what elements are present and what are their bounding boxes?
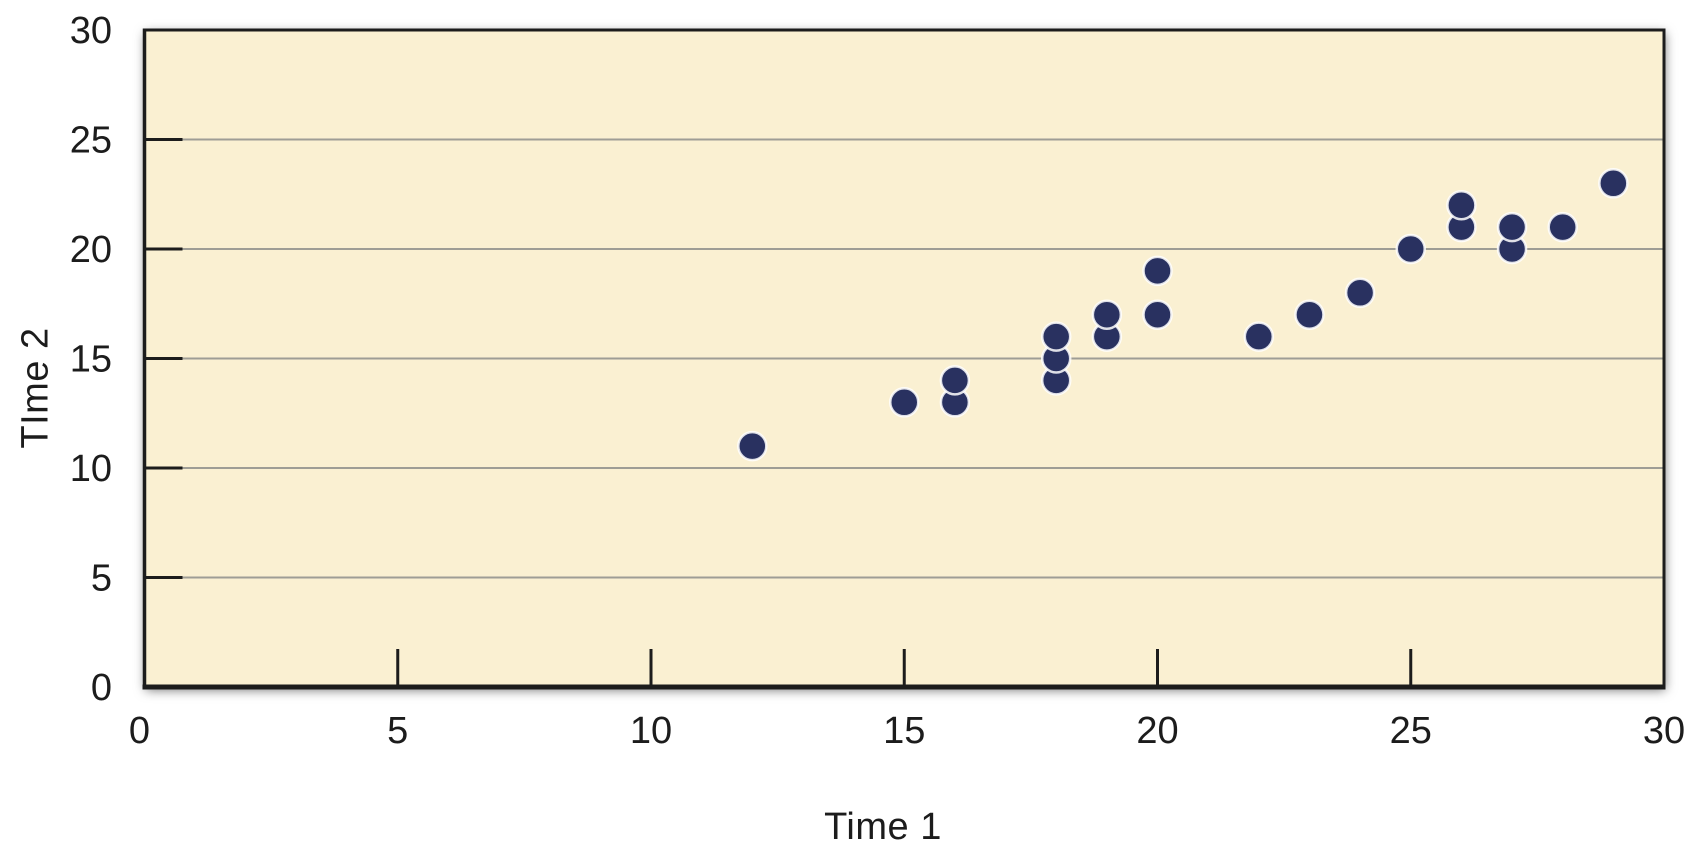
data-point [1344, 277, 1376, 309]
y-tick-label-5: 5 [91, 558, 112, 600]
data-point [1446, 189, 1477, 221]
x-tick-label-0: 0 [129, 710, 150, 752]
data-point [1091, 299, 1123, 330]
x-tick-label-10: 10 [630, 710, 672, 752]
x-tick-label-25: 25 [1390, 710, 1432, 752]
data-point [889, 387, 920, 418]
data-point [1040, 321, 1072, 352]
x-tick-label-30: 30 [1643, 710, 1685, 752]
data-point [1294, 299, 1325, 330]
y-tick-label-10: 10 [70, 448, 112, 490]
y-tick-label-15: 15 [70, 339, 112, 381]
data-point [1395, 233, 1426, 265]
data-point [737, 430, 768, 462]
data-point [939, 365, 971, 396]
y-axis-title: TIme 2 [14, 327, 57, 449]
data-point [1598, 168, 1629, 199]
x-tick-label-15: 15 [883, 710, 925, 752]
data-point [1496, 211, 1528, 243]
data-point [1547, 211, 1578, 243]
y-tick-label-20: 20 [70, 229, 112, 271]
data-point [1243, 321, 1275, 352]
x-tick-label-5: 5 [387, 710, 408, 752]
x-tick-label-20: 20 [1136, 710, 1178, 752]
data-point [1142, 255, 1173, 287]
y-tick-label-0: 0 [91, 667, 112, 709]
x-axis-title: Time 1 [824, 806, 942, 847]
y-tick-label-30: 30 [70, 10, 112, 52]
y-tick-label-25: 25 [70, 120, 112, 162]
data-point [1142, 299, 1173, 330]
